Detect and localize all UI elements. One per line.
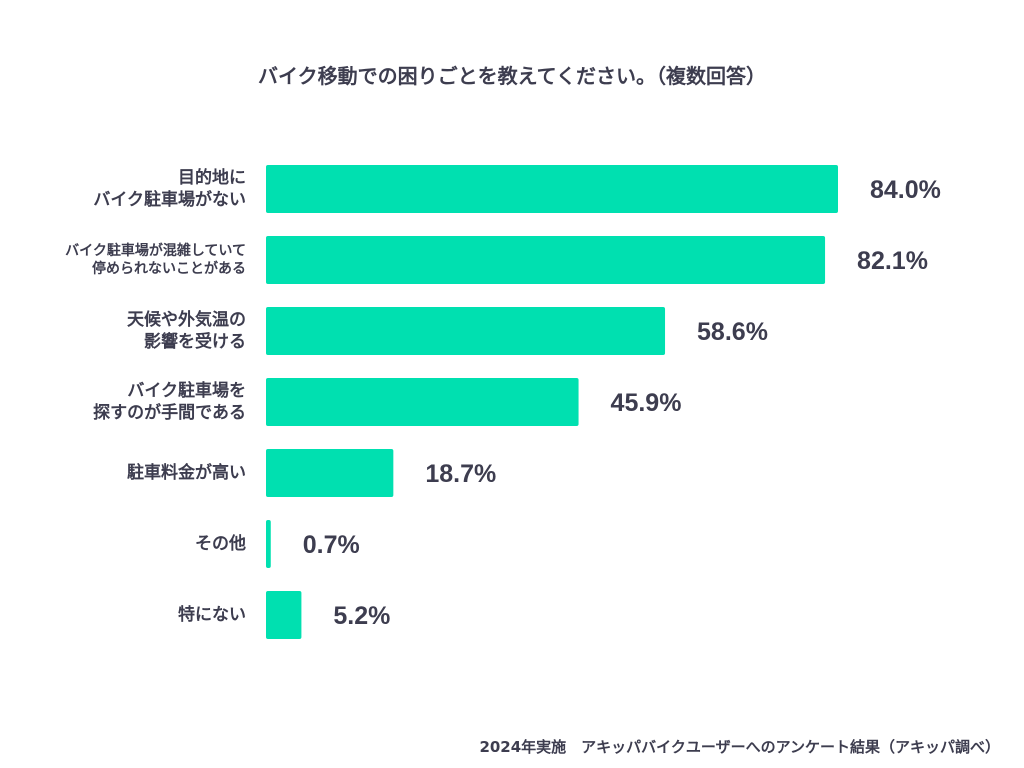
- category-label-line: 駐車料金が高い: [127, 462, 246, 483]
- value-label-0: 84.0%: [870, 176, 941, 204]
- chart-title: バイク移動での困りごとを教えてください。（複数回答）: [258, 64, 766, 88]
- bar-2: [266, 307, 666, 355]
- category-label-line: バイク駐車場が混雑していて: [65, 242, 246, 259]
- value-label-2: 58.6%: [697, 318, 768, 346]
- bar-0: [266, 165, 838, 213]
- value-label-1: 82.1%: [857, 247, 928, 275]
- source-footnote: 2024年実施 アキッパバイクユーザーへのアンケート結果（アキッパ調べ）: [479, 738, 1000, 756]
- bar-1: [266, 236, 826, 284]
- category-label-4: 駐車料金が高い: [127, 462, 246, 484]
- category-label-0: 目的地に バイク駐車場がない: [93, 167, 246, 211]
- bar-4: [266, 449, 394, 497]
- category-label-5: その他: [195, 533, 246, 555]
- category-label-3: バイク駐車場を 探すのが手間である: [93, 380, 246, 424]
- value-label-3: 45.9%: [611, 389, 682, 417]
- bar-5: [266, 520, 271, 568]
- category-label-line: その他: [195, 533, 246, 554]
- category-label-line: バイク駐車場がない: [93, 189, 246, 210]
- bar-6: [266, 591, 302, 639]
- category-label-line: バイク駐車場を: [127, 380, 246, 401]
- bar-3: [266, 378, 579, 426]
- category-label-line: 停められないことがある: [92, 260, 246, 277]
- category-label-1: バイク駐車場が混雑していて 停められないことがある: [65, 242, 246, 278]
- category-label-line: 探すのが手間である: [93, 402, 246, 423]
- value-label-5: 0.7%: [303, 531, 360, 559]
- category-label-line: 天候や外気温の: [127, 309, 246, 330]
- value-label-4: 18.7%: [425, 460, 496, 488]
- category-label-line: 影響を受ける: [144, 331, 246, 352]
- category-label-6: 特にない: [178, 604, 246, 626]
- category-label-line: 目的地に: [178, 167, 246, 188]
- value-label-6: 5.2%: [333, 602, 390, 630]
- category-label-line: 特にない: [178, 604, 246, 625]
- category-label-2: 天候や外気温の 影響を受ける: [127, 309, 246, 353]
